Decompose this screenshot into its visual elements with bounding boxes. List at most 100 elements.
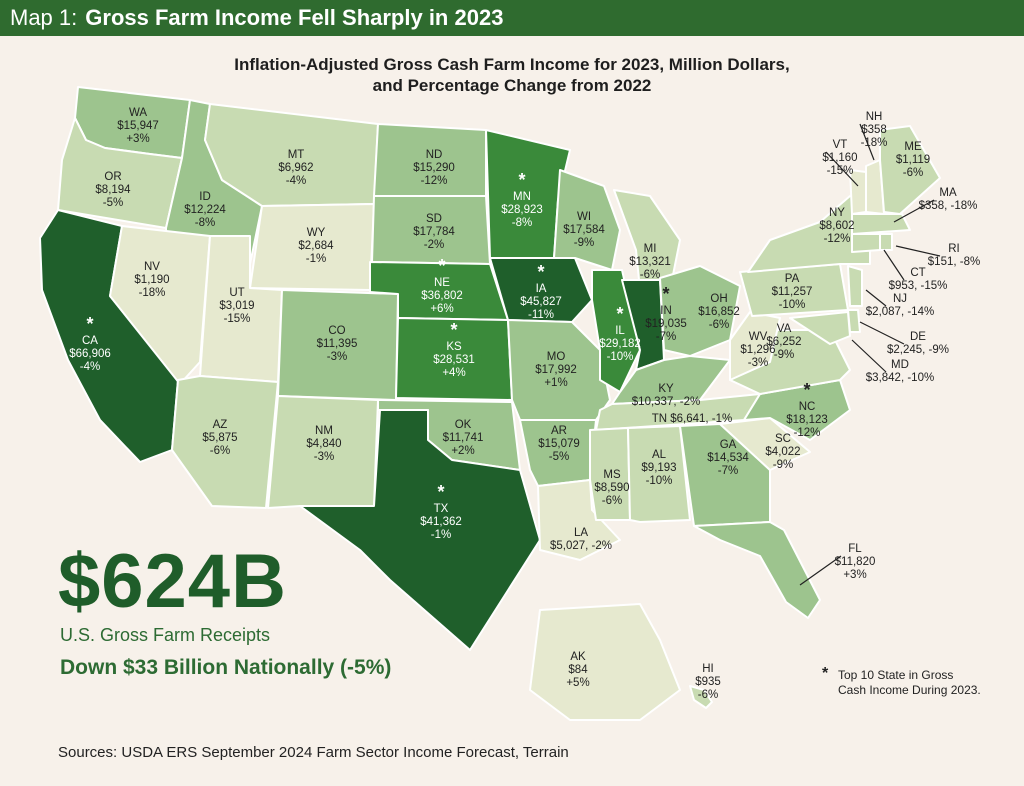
state-label-id: ID$12,224-8%: [184, 191, 226, 229]
state-change: -12%: [824, 233, 851, 245]
state-change: -9%: [574, 237, 594, 249]
state-abbr: VT: [833, 139, 848, 151]
state-label-va: VA$6,252-9%: [766, 323, 801, 361]
state-abbr: ND: [426, 149, 443, 161]
top10-asterisk-icon: *: [450, 320, 457, 340]
state-value: $17,992: [535, 364, 577, 376]
state-value: $28,531: [433, 354, 475, 366]
state-abbr: WI: [577, 211, 591, 223]
state-change: -3%: [327, 351, 347, 363]
leader-line-ri: [895, 245, 941, 257]
state-change: -18%: [861, 137, 888, 149]
state-abbr: MA: [939, 187, 957, 199]
state-abbr: OH: [710, 293, 727, 305]
leader-line-nh: [859, 123, 875, 161]
state-label-mo: MO$17,992+1%: [535, 351, 577, 389]
state-abbr: TX: [434, 503, 449, 515]
state-label-ga: GA$14,534-7%: [707, 439, 749, 477]
state-abbr: KS: [446, 341, 462, 353]
state-abbr: WY: [307, 227, 326, 239]
state-change: +3%: [843, 569, 866, 581]
top10-asterisk-icon: *: [437, 482, 444, 502]
state-abbr: CA: [82, 335, 98, 347]
leader-line-vt: [825, 151, 859, 187]
state-abbr: KY: [658, 383, 674, 395]
total-receipts-value: $624B: [58, 539, 287, 624]
state-value: $29,182: [599, 338, 641, 350]
state-value: $11,741: [443, 432, 484, 444]
state-change: +5%: [566, 677, 589, 689]
state-label-ak: AK$84+5%: [566, 651, 589, 689]
state-value: $66,906: [69, 348, 111, 360]
top10-asterisk-icon: *: [803, 380, 810, 400]
state-label-ks: *KS$28,531+4%: [433, 320, 475, 379]
leader-line-fl: [799, 555, 842, 586]
state-label-ok: OK$11,741+2%: [443, 419, 484, 457]
state-abbr: FL: [848, 543, 862, 555]
state-abbr: AR: [551, 425, 567, 437]
state-value: $84: [568, 664, 588, 676]
state-label-md: MD$3,842, -10%: [866, 359, 934, 384]
state-shapes: [39, 86, 941, 721]
leader-line-nj: [865, 289, 887, 307]
state-label-in: *IN$19,035-7%: [645, 284, 687, 343]
state-change: -10%: [646, 475, 673, 487]
state-value-change: $2,245, -9%: [887, 344, 949, 356]
state-value: $15,079: [538, 438, 580, 450]
state-value: $5,875: [202, 432, 237, 444]
state-label-al: AL$9,193-10%: [641, 449, 676, 487]
state-change: +4%: [442, 367, 465, 379]
state-abbr: MS: [603, 469, 621, 481]
state-change: -1%: [306, 253, 326, 265]
state-abbr: NV: [144, 261, 160, 273]
state-value: $6,252: [766, 336, 801, 348]
state-change: -10%: [607, 351, 634, 363]
state-abbr: CT: [910, 267, 925, 279]
state-value: $1,190: [134, 274, 169, 286]
state-abbr: UT: [229, 287, 244, 299]
state-label-mi: MI$13,321-6%: [629, 243, 671, 281]
state-label-or: OR$8,194-5%: [95, 171, 131, 209]
state-abbr: CO: [328, 325, 345, 337]
state-change: -9%: [774, 349, 794, 361]
state-abbr: LA: [574, 527, 588, 539]
legend: * Top 10 State in Gross Cash Income Duri…: [822, 666, 982, 698]
state-label-wy: WY$2,684-1%: [298, 227, 334, 265]
state-abbr: IL: [615, 325, 625, 337]
state-abbr: ID: [199, 191, 211, 203]
state-change: -5%: [103, 197, 123, 209]
state-abbr: HI: [702, 663, 714, 675]
national-change-label: Down $33 Billion Nationally (-5%): [60, 656, 392, 679]
top10-asterisk-icon: *: [518, 170, 525, 190]
state-shape-ri: [879, 233, 893, 251]
state-value-change: $151, -8%: [928, 256, 980, 268]
state-value: $13,321: [629, 256, 671, 268]
state-label-nm: NM$4,840-3%: [306, 425, 341, 463]
state-change: -6%: [903, 167, 923, 179]
state-label-vt: VT$1,160-15%: [822, 139, 857, 177]
state-shape-md: [789, 311, 851, 345]
top10-asterisk-icon: *: [616, 304, 623, 324]
state-change: -6%: [640, 269, 660, 281]
state-change: +6%: [430, 303, 453, 315]
state-abbr: RI: [948, 243, 960, 255]
state-labels: WA$15,947+3%OR$8,194-5%*CA$66,906-4%ID$1…: [69, 107, 980, 701]
state-label-me: ME$1,119-6%: [896, 141, 930, 179]
state-change: +1%: [544, 377, 567, 389]
state-shape-nj: [847, 265, 863, 307]
state-label-mn: *MN$28,923-8%: [501, 170, 543, 229]
state-abbr: IN: [660, 305, 672, 317]
state-label-nc: *NC$18,123-12%: [786, 380, 828, 439]
state-label-wi: WI$17,584-9%: [563, 211, 605, 249]
state-value-change: $953, -15%: [889, 280, 948, 292]
state-abbr: VA: [777, 323, 792, 335]
state-value: $11,257: [772, 286, 813, 298]
state-shape-nv: [109, 225, 211, 385]
state-abbr: WA: [129, 107, 147, 119]
state-value: $12,224: [184, 204, 226, 216]
state-change: -15%: [827, 165, 854, 177]
state-shape-fl: [693, 521, 821, 619]
state-value: $11,395: [317, 338, 358, 350]
state-label-mt: MT$6,962-4%: [278, 149, 313, 187]
